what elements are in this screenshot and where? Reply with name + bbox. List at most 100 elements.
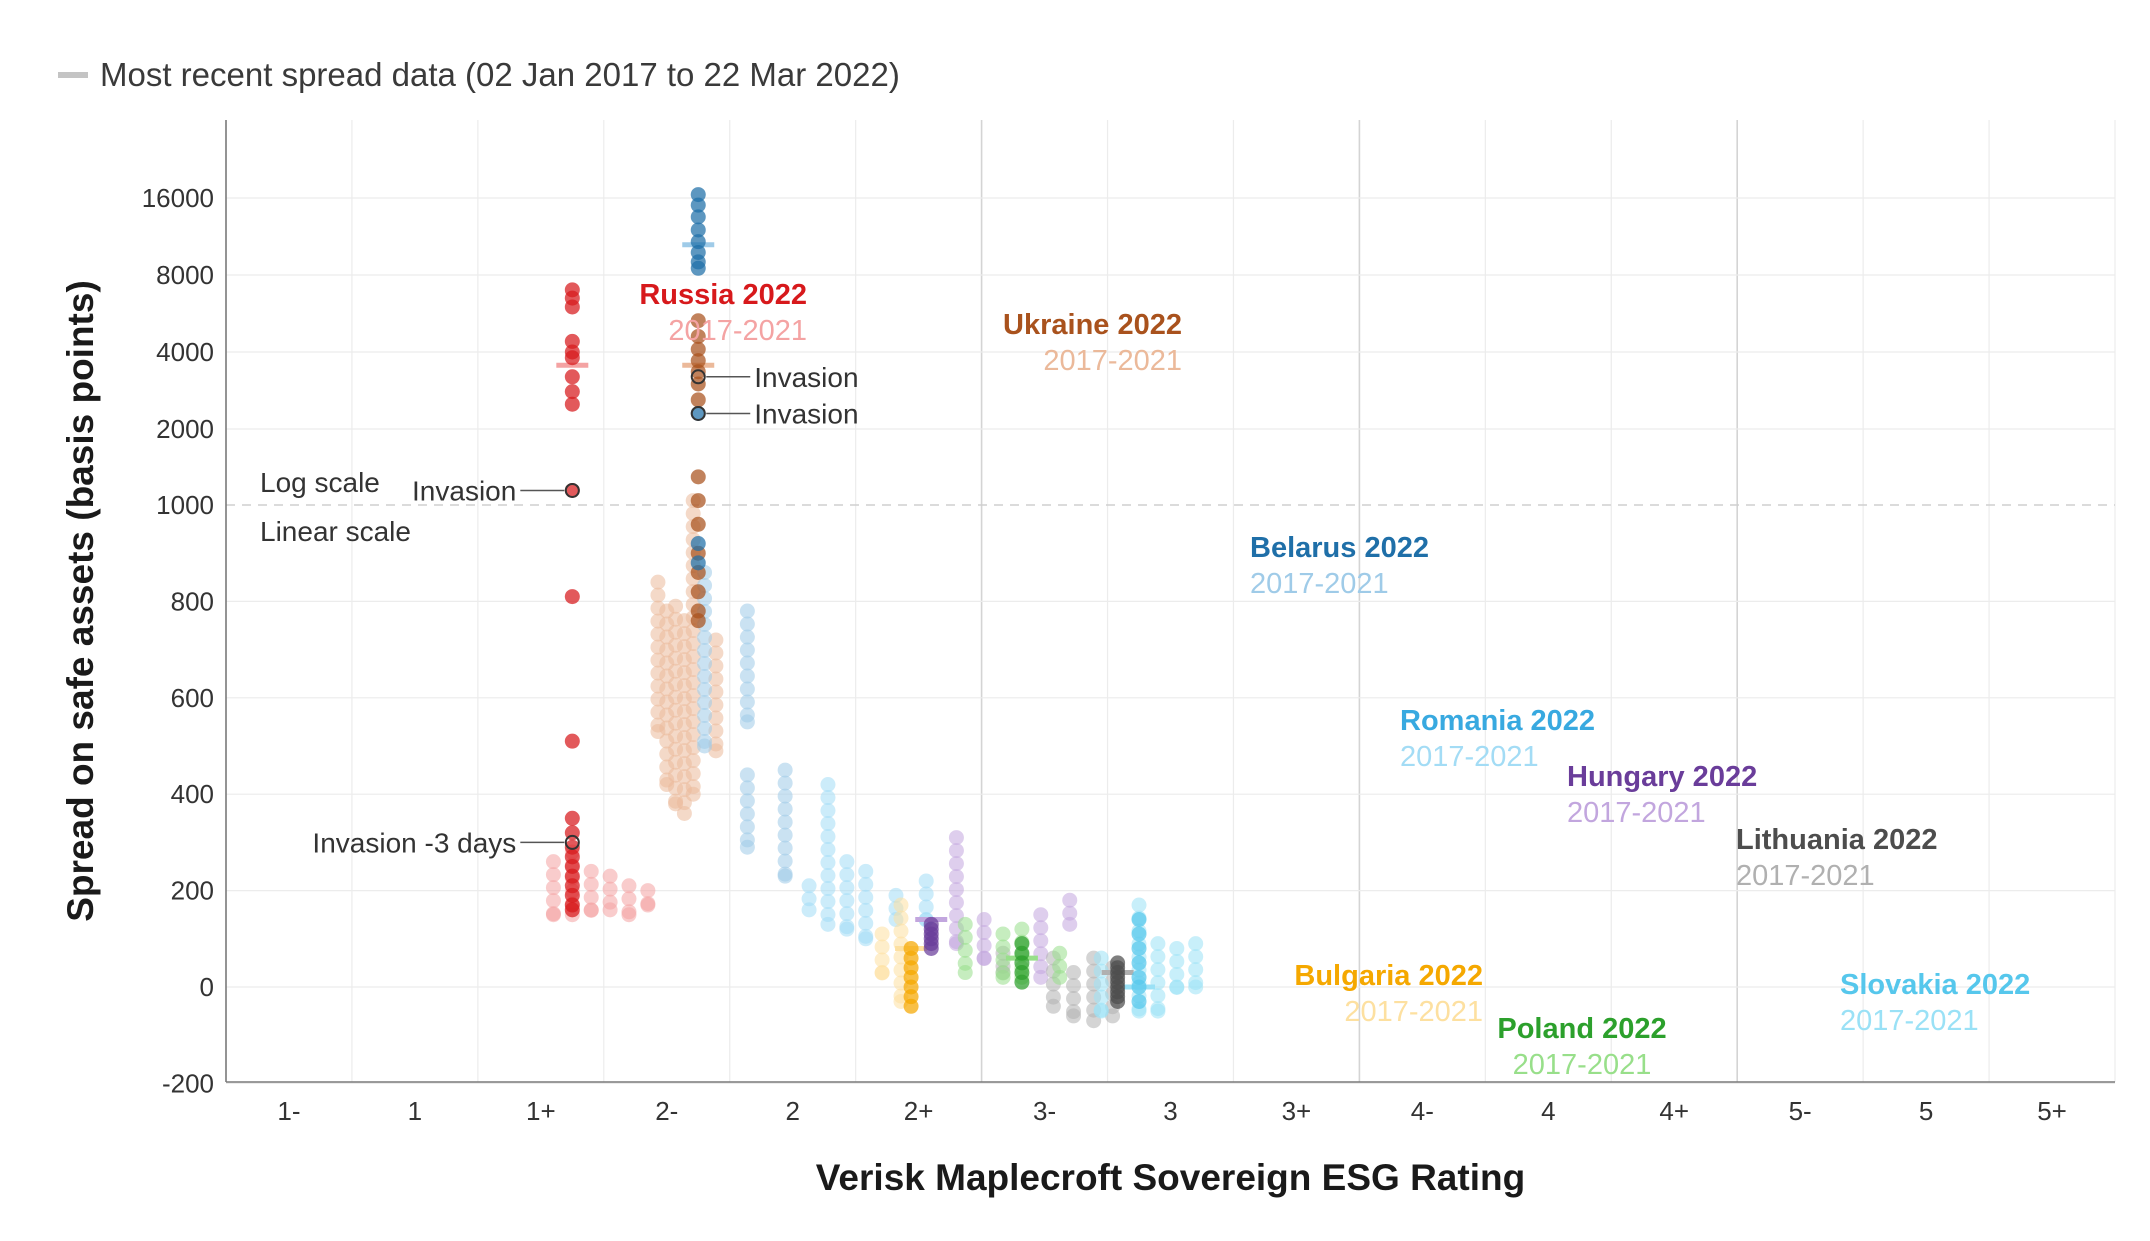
hungary-2022-point bbox=[923, 940, 939, 956]
russia-2022-point bbox=[564, 396, 580, 412]
belarus-hist-point bbox=[697, 707, 713, 723]
ukraine-hist-point bbox=[676, 805, 692, 821]
romania-hist-point bbox=[839, 893, 855, 909]
romania-hist-point bbox=[820, 829, 836, 845]
russia-hist-point bbox=[583, 876, 599, 892]
belarus-hist-point bbox=[697, 694, 713, 710]
russia-2022-point bbox=[564, 482, 580, 498]
russia-hist-point bbox=[602, 881, 618, 897]
belarus-2022-point bbox=[690, 555, 706, 571]
legend-swatch bbox=[58, 72, 88, 78]
poland-hist-point bbox=[1052, 969, 1068, 985]
linear-scale-note: Linear scale bbox=[260, 516, 411, 547]
belarus-hist-label: 2017-2021 bbox=[1250, 568, 1389, 600]
x-axis-title: Verisk Maplecroft Sovereign ESG Rating bbox=[816, 1157, 1525, 1198]
belarus-hist-point bbox=[739, 681, 755, 697]
ukraine-hist-point bbox=[685, 786, 701, 802]
poland-hist-point bbox=[995, 969, 1011, 985]
lithuania-hist-point bbox=[1066, 978, 1082, 994]
x-tick-label: 5- bbox=[1789, 1096, 1812, 1126]
poland-hist-point bbox=[995, 926, 1011, 942]
romania-2022-label: Romania 2022 bbox=[1400, 705, 1595, 737]
legend-label: Most recent spread data (02 Jan 2017 to … bbox=[100, 56, 900, 93]
x-tick-label: 4 bbox=[1541, 1096, 1555, 1126]
annotation-text: Invasion bbox=[754, 362, 858, 393]
russia-hist-label: 2017-2021 bbox=[668, 315, 807, 347]
belarus-hist-point bbox=[777, 762, 793, 778]
belarus-hist-point bbox=[739, 819, 755, 835]
ukraine-hist-point bbox=[708, 697, 724, 713]
ukraine-hist-point bbox=[708, 645, 724, 661]
russia-hist-point bbox=[621, 891, 637, 907]
hungary-hist-point bbox=[1033, 959, 1049, 975]
romania-hist-point bbox=[820, 803, 836, 819]
y-tick-label: 200 bbox=[171, 876, 214, 906]
belarus-hist-point bbox=[739, 603, 755, 619]
slovakia-2022-point bbox=[1131, 955, 1147, 971]
ukraine-2022-point bbox=[690, 364, 706, 380]
russia-2022-point bbox=[564, 384, 580, 400]
romania-hist-point bbox=[820, 842, 836, 858]
romania-hist-point bbox=[858, 931, 874, 947]
poland-hist-point bbox=[1052, 945, 1068, 961]
romania-hist-point bbox=[820, 777, 836, 793]
ukraine-2022-point bbox=[690, 353, 706, 369]
slovakia-hist-point bbox=[1169, 940, 1185, 956]
russia-2022-point bbox=[564, 733, 580, 749]
belarus-hist-point bbox=[697, 738, 713, 754]
ukraine-hist-point bbox=[650, 574, 666, 590]
slovakia-2022-point bbox=[1131, 926, 1147, 942]
hungary-hist-label: 2017-2021 bbox=[1567, 797, 1706, 829]
slovakia-hist-point bbox=[1188, 979, 1204, 995]
belarus-hist-point bbox=[697, 681, 713, 697]
lithuania-hist-point bbox=[1105, 1008, 1121, 1024]
series-labels: Invasion Invasion -3 days Invasion Invasion… bbox=[312, 279, 2030, 1081]
lithuania-2022-point bbox=[1110, 993, 1126, 1009]
slovakia-hist-point bbox=[1150, 962, 1166, 978]
ukraine-hist-label: 2017-2021 bbox=[1043, 345, 1182, 377]
x-tick-label: 4+ bbox=[1659, 1096, 1689, 1126]
hungary-hist-point bbox=[976, 912, 992, 928]
belarus-hist-point bbox=[739, 629, 755, 645]
belarus-hist-point bbox=[739, 616, 755, 632]
romania-hist-point bbox=[858, 889, 874, 905]
hungary-hist-point bbox=[948, 869, 964, 885]
annotation-marker bbox=[690, 405, 706, 421]
x-tick-label: 2- bbox=[655, 1096, 678, 1126]
annotation-text: Invasion bbox=[754, 398, 858, 429]
poland-hist-label: 2017-2021 bbox=[1513, 1049, 1652, 1081]
slovakia-2022-label: Slovakia 2022 bbox=[1840, 969, 2030, 1001]
bulgaria-2022-point bbox=[903, 998, 919, 1014]
belarus-hist-point bbox=[777, 853, 793, 869]
poland-hist-point bbox=[957, 942, 973, 958]
ukraine-hist-point bbox=[708, 658, 724, 674]
hungary-hist-point bbox=[948, 856, 964, 872]
slovakia-hist-point bbox=[1188, 949, 1204, 965]
y-tick-label: 0 bbox=[200, 972, 214, 1002]
y-tick-label: 400 bbox=[171, 779, 214, 809]
slovakia-hist-point bbox=[1093, 950, 1109, 966]
ukraine-hist-point bbox=[685, 766, 701, 782]
bulgaria-hist-point bbox=[893, 897, 909, 913]
russia-hist-point bbox=[545, 880, 561, 896]
belarus-hist-point bbox=[777, 868, 793, 884]
belarus-2022-point bbox=[690, 536, 706, 552]
belarus-hist-point bbox=[739, 806, 755, 822]
annotation-marker bbox=[564, 482, 580, 498]
bulgaria-hist-point bbox=[874, 952, 890, 968]
ukraine-hist-point bbox=[668, 598, 684, 614]
ukraine-hist-point bbox=[685, 727, 701, 743]
russia-hist-point bbox=[621, 907, 637, 923]
y-tick-label: 1000 bbox=[156, 490, 214, 520]
belarus-hist-point bbox=[739, 767, 755, 783]
ukraine-hist-point bbox=[708, 723, 724, 739]
slovakia-2022-point bbox=[1131, 979, 1147, 995]
belarus-2022-point bbox=[690, 187, 706, 203]
russia-2022-label: Russia 2022 bbox=[639, 279, 807, 311]
romania-hist-point bbox=[801, 902, 817, 918]
belarus-hist-point bbox=[739, 839, 755, 855]
ukraine-hist-point bbox=[650, 587, 666, 603]
x-tick-label: 3+ bbox=[1282, 1096, 1312, 1126]
hungary-hist-point bbox=[948, 882, 964, 898]
russia-2022-point bbox=[564, 589, 580, 605]
